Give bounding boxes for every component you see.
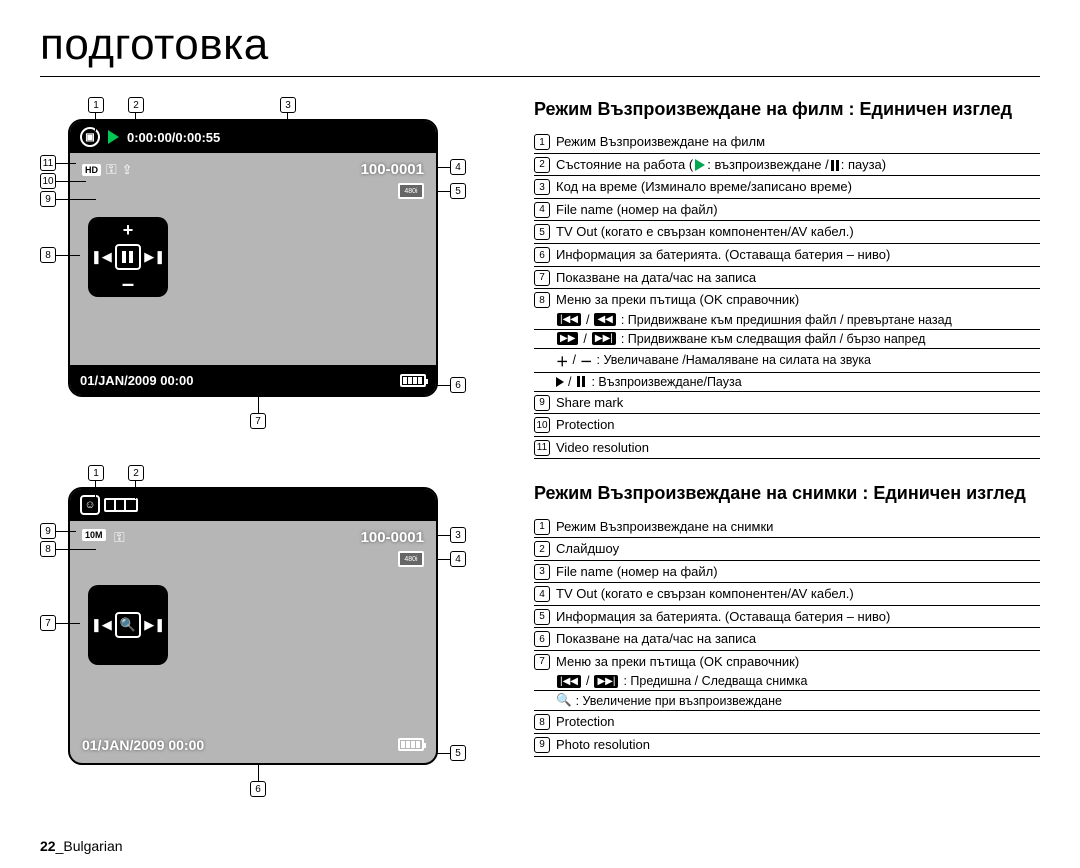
photo-zoom-button[interactable]: 🔍 <box>115 612 141 638</box>
film-control-pad[interactable]: + ❚◀ ▶❚ – <box>88 217 168 297</box>
film-screen: ▣ 0:00:00/0:00:55 HD ⚿ ⇪ 100-0001 480i +… <box>68 119 438 397</box>
skip-back-icon: |◀◀ <box>557 675 581 688</box>
legend-sub: 🔍: Увеличение при възпроизвеждане <box>534 691 1040 711</box>
legend-row: 8Protection <box>534 711 1040 734</box>
legend-row: 1Режим Възпроизвеждане на филм <box>534 131 1040 154</box>
battery-icon <box>400 374 426 387</box>
callout-4: 4 <box>450 159 466 175</box>
hd-badge: HD <box>82 164 101 176</box>
legend-sub: ▶▶/▶▶|: Придвижване към следващия файл /… <box>534 330 1040 349</box>
pcallout-2: 2 <box>128 465 144 481</box>
skip-back-icon: |◀◀ <box>557 313 581 326</box>
film-file-name: 100-0001 <box>361 161 424 178</box>
callout-11: 11 <box>40 155 56 171</box>
photo-file-name: 100-0001 <box>361 529 424 546</box>
legend-row: 3File name (номер на файл) <box>534 561 1040 584</box>
photo-screen: ☺ 10M ⚿ 100-0001 480i ❚◀ 🔍 ▶❚ 01/JAN/200… <box>68 487 438 765</box>
callout-1: 1 <box>88 97 104 113</box>
legend-row: 5TV Out (когато е свързан компонентен/AV… <box>534 221 1040 244</box>
photo-tvout-icon: 480i <box>398 551 424 567</box>
callout-6: 6 <box>450 377 466 393</box>
page-footer: 22_Bulgarian <box>40 838 123 854</box>
legend-sub: |◀◀/◀◀: Придвижване към предишния файл /… <box>534 311 1040 330</box>
callout-5: 5 <box>450 183 466 199</box>
callout-7: 7 <box>250 413 266 429</box>
film-date: 01/JAN/2009 00:00 <box>80 373 193 388</box>
share-icon: ⇪ <box>122 162 133 178</box>
slideshow-icon <box>108 498 138 512</box>
legend-row: 6Показване на дата/час на записа <box>534 628 1040 651</box>
photo-topbar: ☺ <box>70 489 436 521</box>
legend-row: 5Информация за батерията. (Оставаща бате… <box>534 606 1040 629</box>
skip-fwd-icon: ▶▶| <box>592 332 616 345</box>
callout-8: 8 <box>40 247 56 263</box>
legend-row: 4File name (номер на файл) <box>534 199 1040 222</box>
legend-row: 6Информация за батерията. (Оставаща бате… <box>534 244 1040 267</box>
pcallout-1: 1 <box>88 465 104 481</box>
legend-row: 9Photo resolution <box>534 734 1040 757</box>
page-title: подготовка <box>40 20 1040 77</box>
pcallout-7: 7 <box>40 615 56 631</box>
photo-control-pad[interactable]: ❚◀ 🔍 ▶❚ <box>88 585 168 665</box>
zoom-icon: 🔍 <box>556 693 572 708</box>
film-heading: Режим Възпроизвеждане на филм : Единичен… <box>534 97 1040 121</box>
right-column: Режим Възпроизвеждане на филм : Единичен… <box>534 97 1040 833</box>
photo-res-badge: 10M <box>82 529 106 541</box>
photo-lock-icon: ⚿ <box>114 529 125 546</box>
skip-fwd-icon: ▶▶| <box>594 675 618 688</box>
callout-2: 2 <box>128 97 144 113</box>
photo-next-icon[interactable]: ▶❚ <box>144 617 165 633</box>
legend-row: 10Protection <box>534 414 1040 437</box>
film-mode-icon: ▣ <box>80 127 100 147</box>
pcallout-3: 3 <box>450 527 466 543</box>
legend-row: 7Меню за преки пътища (OK справочник) <box>534 651 1040 673</box>
legend-row: 2Състояние на работа (: възпроизвеждане … <box>534 154 1040 177</box>
film-botbar: 01/JAN/2009 00:00 <box>70 365 436 395</box>
photo-prev-icon[interactable]: ❚◀ <box>91 617 112 633</box>
film-screen-wrap: 1 2 3 11 10 9 8 4 5 6 7 <box>40 97 510 437</box>
photo-battery-icon <box>398 738 424 751</box>
pcallout-5: 5 <box>450 745 466 761</box>
photo-date: 01/JAN/2009 00:00 <box>82 737 204 753</box>
photo-mode-icon: ☺ <box>80 495 100 515</box>
film-timecode: 0:00:00/0:00:55 <box>127 130 220 145</box>
film-legend: 1Режим Възпроизвеждане на филм 2Състояни… <box>534 131 1040 459</box>
legend-row: 11Video resolution <box>534 437 1040 460</box>
ffwd-icon: ▶▶ <box>557 332 578 345</box>
play-tri-icon <box>695 159 705 171</box>
prev-icon[interactable]: ❚◀ <box>91 249 112 265</box>
legend-row: 9Share mark <box>534 392 1040 415</box>
photo-screen-wrap: 1 2 9 8 7 3 4 5 6 ☺ <box>40 465 510 805</box>
legend-row: 7Показване на дата/час на записа <box>534 267 1040 290</box>
legend-row: 1Режим Възпроизвеждане на снимки <box>534 516 1040 539</box>
legend-row: 2Слайдшоу <box>534 538 1040 561</box>
legend-sub: ＋/ －: Увеличаване /Намаляване на силата … <box>534 349 1040 373</box>
left-column: 1 2 3 11 10 9 8 4 5 6 7 <box>40 97 510 833</box>
callout-10: 10 <box>40 173 56 189</box>
volume-up-icon[interactable]: + <box>123 220 134 241</box>
legend-row: 4TV Out (когато е свързан компонентен/AV… <box>534 583 1040 606</box>
callout-9: 9 <box>40 191 56 207</box>
page-columns: 1 2 3 11 10 9 8 4 5 6 7 <box>40 97 1040 833</box>
legend-row: 8Меню за преки пътища (OK справочник) <box>534 289 1040 311</box>
pcallout-4: 4 <box>450 551 466 567</box>
film-topbar: ▣ 0:00:00/0:00:55 <box>70 121 436 153</box>
pause-icon <box>831 160 839 171</box>
film-left-icons: HD ⚿ ⇪ <box>82 161 133 178</box>
legend-sub: |◀◀/▶▶|: Предишна / Следваща снимка <box>534 672 1040 691</box>
play-icon <box>108 130 119 144</box>
lock-icon: ⚿ <box>106 161 117 178</box>
pcallout-8: 8 <box>40 541 56 557</box>
legend-row: 3Код на време (Изминало време/записано в… <box>534 176 1040 199</box>
pcallout-6: 6 <box>250 781 266 797</box>
callout-3: 3 <box>280 97 296 113</box>
play-pause-button[interactable] <box>115 244 141 270</box>
pcallout-9: 9 <box>40 523 56 539</box>
film-tvout-icon: 480i <box>398 183 424 199</box>
next-icon[interactable]: ▶❚ <box>144 249 165 265</box>
legend-sub: /: Възпроизвеждане/Пауза <box>534 373 1040 392</box>
rewind-icon: ◀◀ <box>594 313 615 326</box>
photo-legend: 1Режим Възпроизвеждане на снимки 2Слайдш… <box>534 516 1040 757</box>
photo-heading: Режим Възпроизвеждане на снимки : Единич… <box>534 481 1040 505</box>
